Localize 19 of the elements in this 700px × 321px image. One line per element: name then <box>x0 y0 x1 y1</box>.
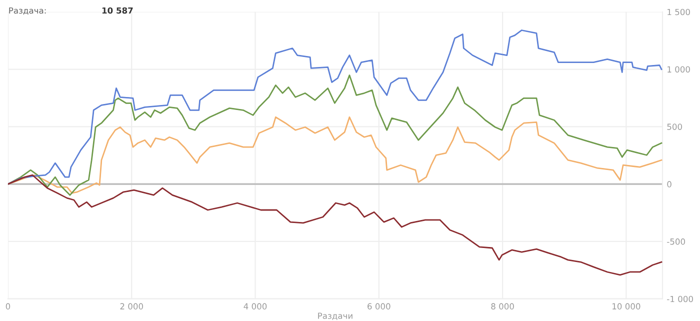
line-series <box>8 174 662 276</box>
y-tick-label: 1 500 <box>668 8 690 16</box>
x-tick-label: 8 000 <box>491 303 514 310</box>
x-tick-label: 0 <box>6 303 10 310</box>
y-tick-label: -500 <box>667 238 686 245</box>
x-axis-title: Раздачи <box>318 312 352 320</box>
x-tick-label: 10 000 <box>612 303 640 310</box>
line-series <box>8 74 662 196</box>
line-series <box>8 30 662 185</box>
x-tick-label: 4 000 <box>244 303 267 310</box>
y-tick-label: 0 <box>667 181 672 188</box>
line-series <box>8 116 662 194</box>
y-tick-label: -1 000 <box>667 296 693 302</box>
y-tick-label: 1 000 <box>668 66 690 73</box>
x-tick-label: 6 000 <box>368 303 390 310</box>
annotation: 10 587 <box>102 7 133 14</box>
annotation: Раздача: <box>9 7 46 15</box>
y-tick-label: 500 <box>667 124 682 130</box>
x-tick-label: 2 000 <box>120 303 143 310</box>
